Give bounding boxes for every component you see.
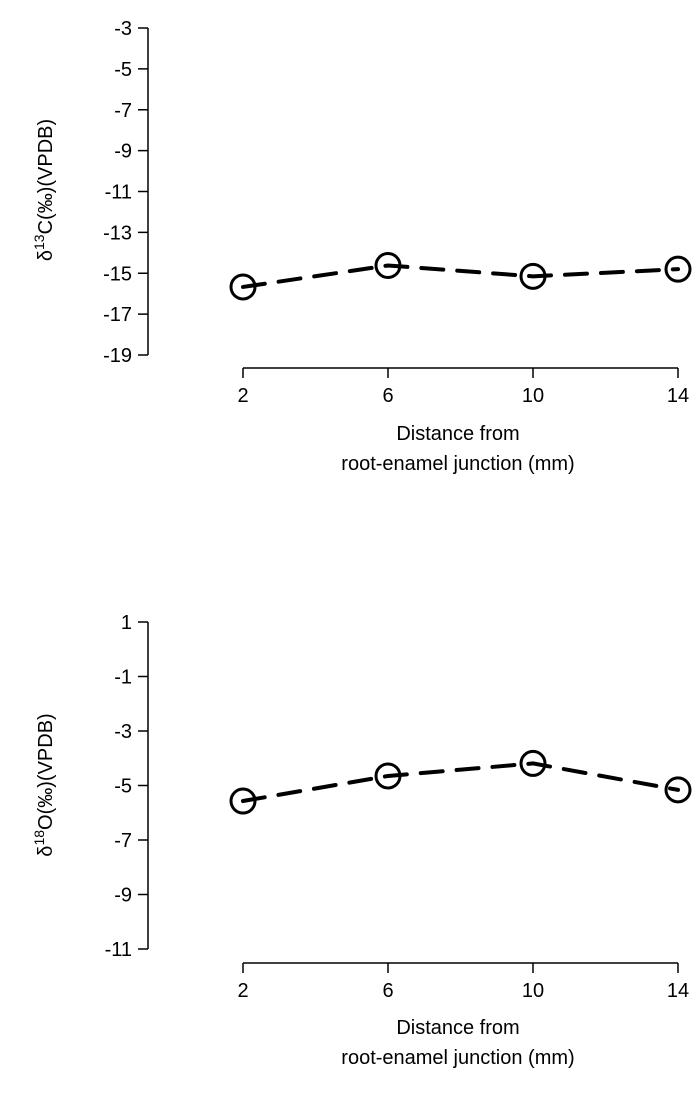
x-axis-label-line2: root-enamel junction (mm) — [341, 453, 574, 475]
x-axis-label-line1: Distance from — [396, 423, 519, 445]
data-point — [664, 776, 692, 804]
y-tick-label: -9 — [114, 141, 132, 163]
y-tick-label: -9 — [114, 885, 132, 907]
y-axis-label-superscript: 18 — [31, 830, 47, 846]
data-point — [374, 762, 402, 790]
y-tick-label: -13 — [103, 222, 132, 244]
data-point — [229, 273, 257, 301]
y-tick-label: -3 — [114, 721, 132, 743]
y-axis-label-prefix: δ — [35, 846, 57, 857]
y-tick-label: -19 — [103, 345, 132, 367]
x-tick-label: 14 — [667, 980, 689, 1002]
series-line — [241, 263, 680, 289]
y-axis-label-superscript: 13 — [31, 234, 47, 250]
y-tick-label: -17 — [103, 304, 132, 326]
y-tick-label: -3 — [114, 18, 132, 40]
y-tick-label: -5 — [114, 776, 132, 798]
y-axis-label-rest: O(‰)(VPDB) — [35, 713, 57, 830]
x-tick-label: 10 — [522, 385, 544, 407]
y-axis-label: δ18O(‰)(VPDB) — [31, 713, 57, 856]
y-tick-label: 1 — [121, 612, 132, 634]
x-tick-label: 2 — [237, 385, 248, 407]
x-axis-label-line1: Distance from — [396, 1017, 519, 1039]
data-point — [229, 787, 257, 815]
y-tick-label: -5 — [114, 59, 132, 81]
data-point — [664, 255, 692, 283]
y-tick-label: -7 — [114, 830, 132, 852]
x-tick-label: 10 — [522, 980, 544, 1002]
panel-2: 1 -1 -3 -5 -7 -9 -11 2 6 10 14 Distance from root-en… — [31, 612, 692, 1069]
x-tick-label: 6 — [382, 385, 393, 407]
x-tick-label: 6 — [382, 980, 393, 1002]
data-point — [374, 251, 402, 279]
data-point — [519, 749, 547, 777]
y-axis-label: δ13C(‰)(VPDB) — [31, 119, 57, 261]
x-tick-label: 2 — [237, 980, 248, 1002]
y-tick-label: -11 — [105, 182, 132, 204]
y-tick-label: -1 — [114, 667, 132, 689]
y-axis-label-rest: C(‰)(VPDB) — [35, 119, 57, 235]
y-axis-label-prefix: δ — [35, 250, 57, 261]
y-tick-label: -15 — [103, 263, 132, 285]
x-tick-label: 14 — [667, 385, 689, 407]
series-line — [241, 761, 680, 804]
data-point — [519, 262, 547, 290]
panel-1: -3 -5 -7 -9 -11 -13 -15 -17 -19 2 6 10 14 Distance fr… — [31, 18, 692, 475]
x-axis-label-line2: root-enamel junction (mm) — [341, 1047, 574, 1069]
y-tick-label: -11 — [105, 939, 132, 961]
y-tick-label: -7 — [114, 100, 132, 122]
